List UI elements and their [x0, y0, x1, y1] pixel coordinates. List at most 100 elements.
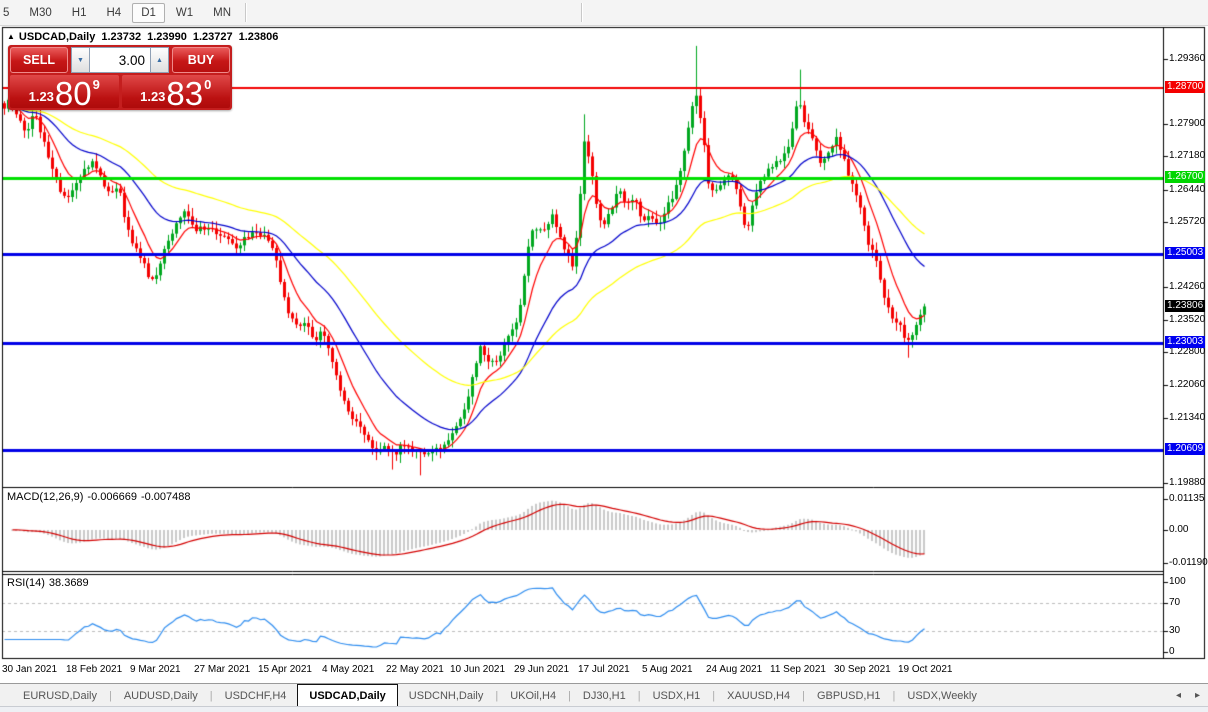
sell-price-prefix: 1.23: [28, 89, 54, 104]
chart-tab-usdchf-h4[interactable]: USDCHF,H4: [224, 689, 287, 702]
date-tick-label: 15 Apr 2021: [258, 664, 312, 675]
sell-price-sup: 9: [92, 77, 100, 92]
tab-separator: |: [495, 689, 499, 702]
sell-price-big: 80: [54, 74, 92, 112]
macd-tick-label: 0.01135: [1169, 492, 1205, 504]
rsi-indicator-label: RSI(14) 38.3689: [7, 577, 93, 589]
tabs-scroll-left-icon[interactable]: ◂: [1175, 690, 1181, 701]
volume-decrease-button[interactable]: ▼: [71, 47, 90, 73]
tab-separator: |: [712, 689, 716, 702]
date-scale[interactable]: 30 Jan 2021 18 Feb 2021 9 Mar 2021 27 Mar 2…: [0, 662, 1165, 680]
macd-value-main: -0.006669: [87, 491, 137, 503]
price-tick-label: 1.24260: [1169, 281, 1206, 293]
chart-tab-audusd-daily[interactable]: AUDUSD,Daily: [123, 689, 198, 702]
tab-separator: |: [802, 689, 805, 702]
buy-price-big: 83: [166, 74, 204, 112]
buy-price-prefix: 1.23: [140, 89, 166, 104]
tab-separator: |: [568, 689, 571, 702]
price-tag-1.28700: 1.28700: [1165, 81, 1206, 94]
chart-tab-eurusd-daily[interactable]: EURUSD,Daily: [23, 689, 97, 702]
date-tick-label: 30 Jan 2021: [2, 664, 58, 675]
buy-price-sup: 0: [204, 77, 212, 92]
ohlc-open: 1.23732: [101, 31, 142, 43]
volume-field[interactable]: 3.00: [90, 47, 150, 73]
chart-tab-bar: EURUSD,Daily | AUDUSD,Daily | USDCHF,H4 USDCA…: [0, 683, 1208, 707]
symbol-label: USDCAD,Daily: [18, 31, 96, 43]
timeframe-toolbar: 5 M30 H1 H4 D1 W1 MN: [0, 0, 1208, 26]
sell-price[interactable]: 1.23 80 9: [10, 74, 119, 112]
timeframe-button-w1[interactable]: W1: [175, 6, 194, 19]
date-tick-label: 9 Mar 2021: [130, 664, 181, 675]
price-tick-label: 1.22060: [1169, 379, 1206, 391]
macd-value-signal: -0.007488: [140, 491, 191, 503]
date-tick-label: 29 Jun 2021: [514, 664, 570, 675]
macd-name: MACD(12,26,9): [7, 491, 84, 503]
chart-tab-usdx-h1[interactable]: USDX,H1: [652, 689, 701, 702]
chart-tab-usdcad-daily[interactable]: USDCAD,Daily: [297, 684, 398, 707]
one-click-trading-panel: SELL ▼ 3.00 ▲ BUY 1.23 80 9 1.23 83 0: [8, 45, 232, 110]
timeframe-button-h4[interactable]: H4: [106, 6, 122, 19]
chart-tab-gbpusd-h1[interactable]: GBPUSD,H1: [816, 689, 881, 702]
rsi-tick-label: 0: [1169, 646, 1175, 657]
date-tick-label: 18 Feb 2021: [66, 664, 123, 675]
rsi-tick-label: 100: [1169, 576, 1186, 587]
price-tick-label: 1.27900: [1169, 118, 1206, 130]
rsi-value: 38.3689: [48, 577, 89, 589]
tab-separator: |: [637, 689, 641, 702]
macd-tick-label: 0.00: [1169, 524, 1189, 535]
timeframe-button-mn[interactable]: MN: [213, 6, 232, 19]
price-tag-1.25003: 1.25003: [1165, 246, 1206, 259]
tab-separator: |: [108, 689, 112, 702]
timeframe-button-m30[interactable]: M30: [29, 6, 52, 19]
chart-tab-xauusd-h4[interactable]: XAUUSD,H4: [727, 689, 791, 702]
chart-tab-ukoil-h4[interactable]: UKOil,H4: [510, 689, 557, 702]
price-tick-label: 1.26440: [1169, 183, 1206, 195]
price-tag-1.23003: 1.23003: [1165, 336, 1206, 349]
timeframe-button-d1[interactable]: D1: [132, 2, 165, 23]
volume-stepper: ▼ 3.00 ▲: [71, 47, 169, 73]
timeframe-button-h1[interactable]: H1: [71, 6, 87, 19]
chart-tab-usdx-weekly[interactable]: USDX,Weekly: [907, 689, 977, 702]
macd-tick-label: -0.01190: [1169, 556, 1208, 568]
ohlc-high: 1.23990: [147, 31, 187, 43]
tab-separator: |: [892, 689, 896, 702]
rsi-tick-label: 30: [1169, 625, 1181, 636]
date-tick-label: 24 Aug 2021: [706, 664, 763, 675]
date-tick-label: 19 Oct 2021: [898, 664, 953, 675]
collapse-arrow-icon[interactable]: ▲: [7, 32, 15, 41]
price-tick-label: 1.27180: [1169, 150, 1206, 162]
price-tag-1.20609: 1.20609: [1165, 443, 1206, 456]
price-tick-label: 1.23520: [1169, 314, 1206, 326]
tabs-scroll-right-icon[interactable]: ▸: [1194, 690, 1200, 701]
chart-tab-dj30-h1[interactable]: DJ30,H1: [582, 689, 626, 702]
buy-button[interactable]: BUY: [172, 47, 230, 73]
price-tag-1.23806: 1.23806: [1165, 300, 1206, 313]
rsi-tick-label: 70: [1169, 597, 1181, 608]
price-tick-label: 1.21340: [1169, 411, 1206, 423]
price-scale[interactable]: 1.29360 1.27900 1.27180 1.26440 1.25720 1.242…: [1165, 27, 1208, 658]
date-tick-label: 4 May 2021: [322, 664, 375, 675]
ohlc-low: 1.23727: [192, 31, 233, 43]
toolbar-separator: [245, 3, 248, 22]
buy-price[interactable]: 1.23 83 0: [121, 74, 230, 112]
tab-separator: |: [209, 689, 213, 702]
timeframe-button-5[interactable]: 5: [3, 6, 10, 19]
ohlc-close: 1.23806: [238, 31, 279, 43]
sell-button[interactable]: SELL: [10, 47, 68, 73]
volume-increase-button[interactable]: ▲: [150, 47, 169, 73]
price-tick-label: 1.25720: [1169, 215, 1206, 227]
date-tick-label: 11 Sep 2021: [770, 664, 826, 675]
date-tick-label: 17 Jul 2021: [578, 664, 630, 675]
price-tick-label: 1.22800: [1169, 346, 1206, 358]
date-tick-label: 10 Jun 2021: [450, 664, 506, 675]
rsi-name: RSI(14): [7, 577, 45, 589]
macd-indicator-label: MACD(12,26,9) -0.006669 -0.007488: [7, 491, 195, 503]
price-tag-1.26700: 1.26700: [1165, 170, 1206, 183]
toolbar-separator: [581, 3, 584, 22]
date-tick-label: 5 Aug 2021: [642, 664, 693, 675]
chart-title: ▲ USDCAD,Daily 1.23732 1.23990 1.23727 1.2380…: [7, 31, 278, 43]
date-tick-label: 22 May 2021: [386, 664, 444, 675]
chart-tab-usdcnh-daily[interactable]: USDCNH,Daily: [408, 689, 484, 702]
